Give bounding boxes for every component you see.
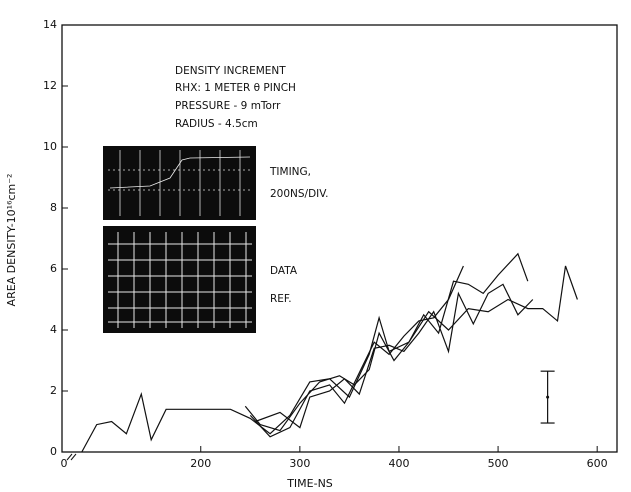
x-tick-label: 200 (190, 457, 211, 470)
y-tick-label: 4 (50, 323, 57, 336)
x-tick-label: 600 (587, 457, 608, 470)
annotation: REF. (270, 293, 292, 305)
error-bar-center (546, 395, 550, 399)
y-tick-label: 14 (43, 18, 57, 31)
annotation: PRESSURE - 9 mTorr (175, 100, 281, 112)
data-line (81, 265, 578, 453)
x-tick-label: 400 (388, 457, 409, 470)
x-tick-label: 0 (61, 457, 68, 470)
timing-photo (103, 146, 256, 220)
data-line (255, 283, 534, 429)
data-line (244, 252, 529, 432)
y-tick-label: 0 (50, 445, 57, 458)
y-tick-label: 12 (43, 79, 57, 92)
data-photo (103, 226, 256, 333)
annotation: TIMING, (269, 166, 311, 178)
annotation: RHX: 1 METER θ PINCH (175, 82, 296, 94)
annotation: DENSITY INCREMENT (175, 65, 286, 77)
plot-frame (61, 24, 618, 453)
x-tick-label: 300 (289, 457, 310, 470)
axis-break (66, 453, 77, 461)
timing-photo-grid (108, 150, 252, 216)
x-axis-label: TIME-NS (286, 477, 333, 490)
y-axis-label: AREA DENSITY-10¹⁶cm⁻² (5, 174, 18, 307)
annotation: RADIUS - 4.5cm (175, 118, 258, 130)
data-line (249, 265, 464, 438)
annotation: DATA (270, 265, 298, 277)
y-tick-label: 6 (50, 262, 57, 275)
annotation: 200NS/DIV. (270, 188, 328, 200)
y-tick-label: 2 (50, 384, 57, 397)
x-tick-label: 500 (488, 457, 509, 470)
data-photo-grid (108, 232, 252, 328)
y-tick-label: 8 (50, 201, 57, 214)
y-tick-label: 10 (43, 140, 57, 153)
